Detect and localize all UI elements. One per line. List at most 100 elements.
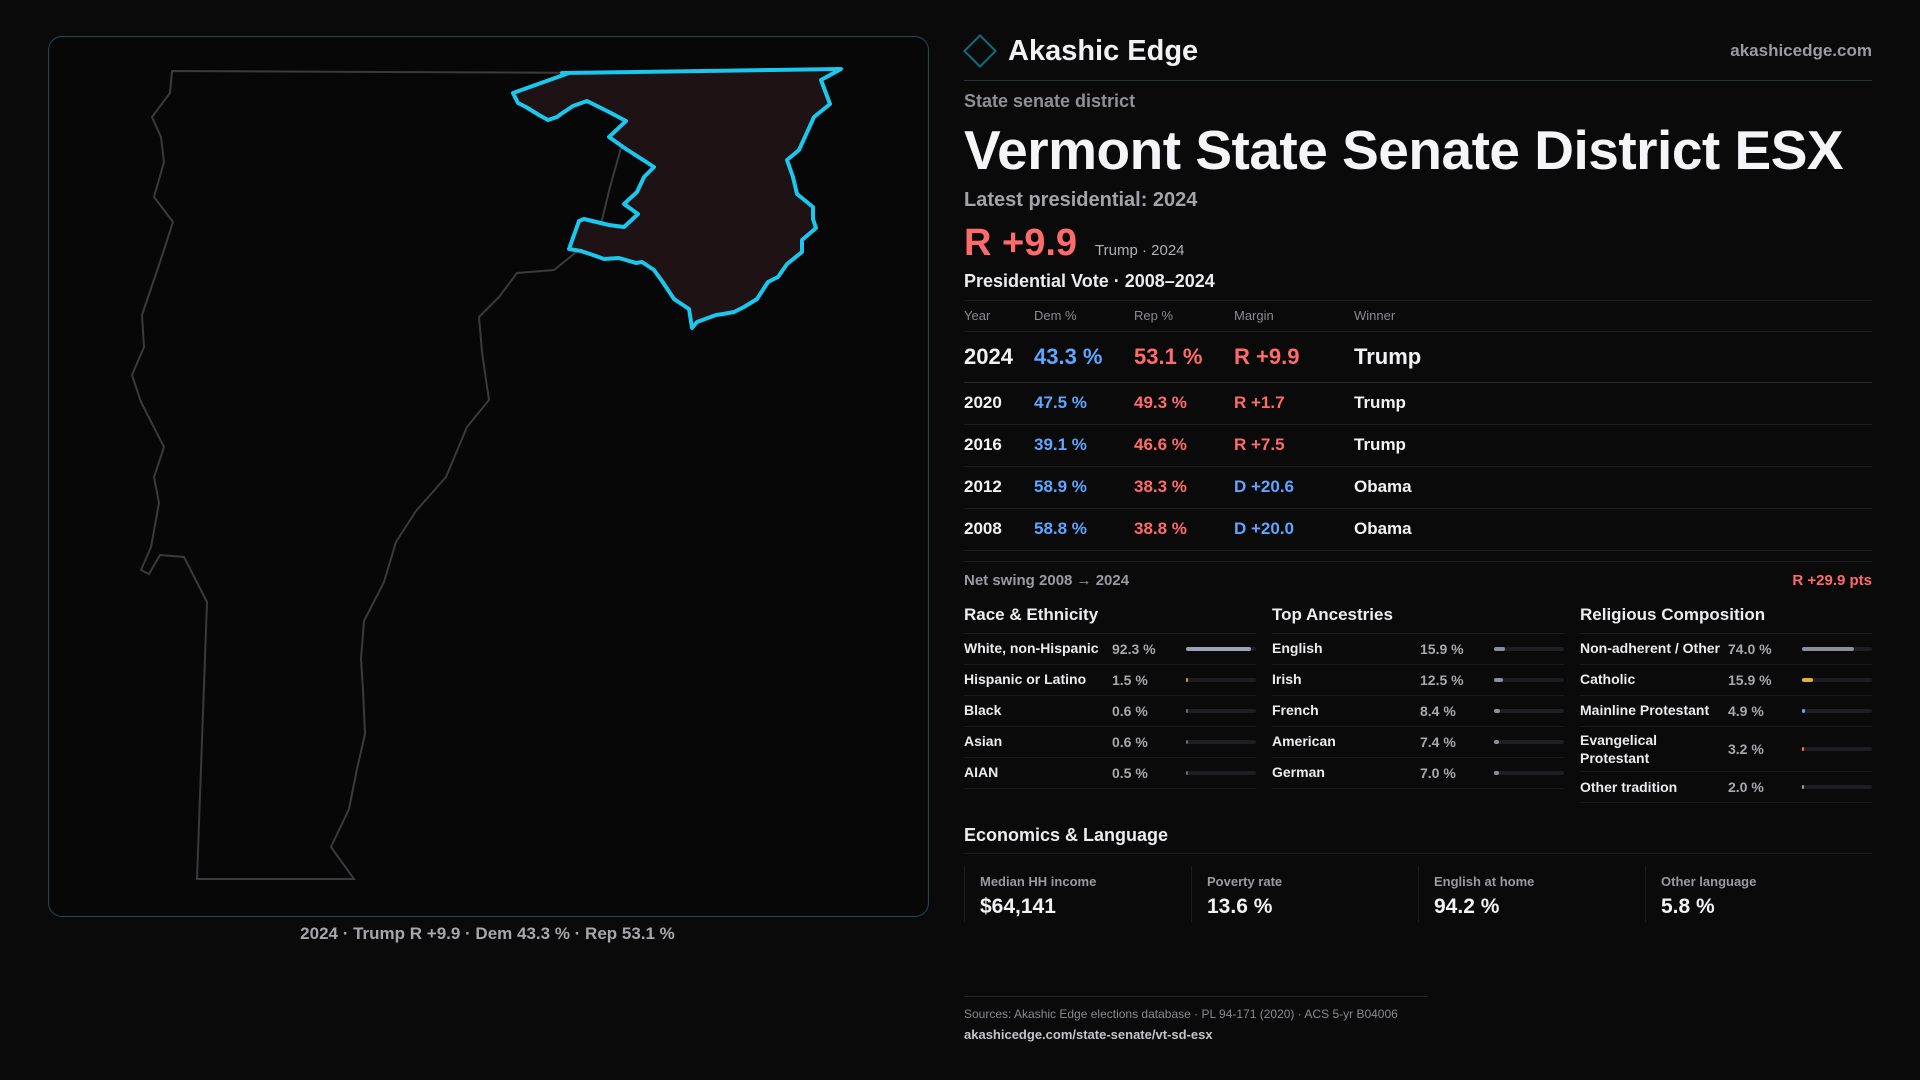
demographic-bar [1494, 646, 1564, 651]
demographic-label: German [1272, 764, 1325, 781]
demographic-row: French 8.4 % [1272, 696, 1564, 727]
race-ethnicity-title: Race & Ethnicity [964, 605, 1256, 634]
demographic-bar-fill [1802, 677, 1813, 682]
demographic-value: 0.5 % [1112, 764, 1148, 781]
demographic-label: Catholic [1580, 671, 1636, 688]
demographic-value: 0.6 % [1112, 733, 1148, 750]
dem-cell: 47.5 % [1034, 382, 1134, 425]
economics-value: $64,141 [980, 894, 1056, 918]
demographic-value: 8.4 % [1420, 702, 1456, 719]
demographic-value: 2.0 % [1728, 778, 1764, 795]
religion-column: Religious Composition Non-adherent / Oth… [1580, 605, 1872, 803]
brand-row: Akashic Edge akashicedge.com [963, 30, 1872, 72]
demographic-value: 74.0 % [1728, 640, 1772, 657]
demographic-bar-fill [1802, 708, 1805, 713]
demographic-label: Irish [1272, 671, 1302, 688]
demographic-row: White, non-Hispanic 92.3 % [964, 634, 1256, 665]
ancestries-title: Top Ancestries [1272, 605, 1564, 634]
year-cell: 2012 [964, 466, 1034, 509]
year-cell: 2020 [964, 382, 1034, 425]
demographic-bar-fill [1186, 677, 1188, 682]
demographic-label: American [1272, 733, 1336, 750]
table-row: 2008 58.8 % 38.8 % D +20.0 Obama [964, 508, 1872, 551]
column-header-winner: Winner [1354, 299, 1872, 332]
demographic-bar-fill [1802, 646, 1854, 651]
table-row: 2020 47.5 % 49.3 % R +1.7 Trump [964, 382, 1872, 425]
brand-url-link[interactable]: akashicedge.com [1730, 41, 1872, 60]
economics-value: 13.6 % [1207, 894, 1273, 918]
margin-cell: R +7.5 [1234, 424, 1354, 467]
demographic-bar-fill [1802, 746, 1804, 751]
demographic-bar-fill [1494, 739, 1499, 744]
dem-cell: 58.8 % [1034, 508, 1134, 551]
demographic-value: 1.5 % [1112, 671, 1148, 688]
demographic-row: English 15.9 % [1272, 634, 1564, 665]
headline-note: Trump · 2024 [1095, 241, 1185, 259]
economics-label: Other language [1661, 873, 1757, 889]
demographic-row: Black 0.6 % [964, 696, 1256, 727]
diamond-icon [963, 34, 997, 68]
table-header-row: Year Dem % Rep % Margin Winner [964, 299, 1872, 332]
demographic-value: 7.4 % [1420, 733, 1456, 750]
demographic-label: Mainline Protestant [1580, 702, 1710, 719]
latest-presidential-label: Latest presidential: 2024 [964, 188, 1198, 211]
rep-cell: 49.3 % [1134, 382, 1234, 425]
demographic-label: White, non-Hispanic [964, 640, 1099, 657]
demographic-value: 7.0 % [1420, 764, 1456, 781]
table-row: 2016 39.1 % 46.6 % R +7.5 Trump [964, 424, 1872, 467]
demographic-bar [1186, 646, 1256, 651]
column-header-margin: Margin [1234, 299, 1354, 332]
brand[interactable]: Akashic Edge [963, 34, 1198, 68]
demographic-row: Other tradition 2.0 % [1580, 772, 1872, 803]
table-row: 2024 43.3 % 53.1 % R +9.9 Trump [964, 331, 1872, 383]
sources-text: Sources: Akashic Edge elections database… [964, 1007, 1398, 1021]
demographic-value: 3.2 % [1728, 740, 1764, 757]
demographic-value: 15.9 % [1420, 640, 1464, 657]
demographic-label: French [1272, 702, 1319, 719]
demographic-bar [1802, 708, 1872, 713]
page-title: Vermont State Senate District ESX [964, 119, 1844, 181]
demographic-row: Asian 0.6 % [964, 727, 1256, 758]
rep-cell: 38.3 % [1134, 466, 1234, 509]
column-header-year: Year [964, 299, 1034, 332]
demographic-value: 4.9 % [1728, 702, 1764, 719]
presidential-table: Year Dem % Rep % Margin Winner 2024 43.3… [964, 299, 1872, 551]
sources-link[interactable]: akashicedge.com/state-senate/vt-sd-esx [964, 1027, 1213, 1042]
demographic-bar-fill [1186, 739, 1188, 744]
demographic-bar-fill [1186, 770, 1188, 775]
district-shape[interactable] [511, 67, 843, 330]
dem-cell: 43.3 % [1034, 331, 1134, 383]
district-map[interactable] [48, 36, 929, 917]
district-panel: Akashic Edge akashicedge.com State senat… [963, 30, 1872, 922]
demographic-label: AIAN [964, 764, 999, 781]
ancestries-column: Top Ancestries English 15.9 % Irish 12.5… [1272, 605, 1564, 803]
demographic-bar [1802, 646, 1872, 651]
demographic-bar-fill [1494, 770, 1499, 775]
demographic-bar-fill [1494, 677, 1503, 682]
winner-cell: Trump [1354, 382, 1872, 425]
demographic-bar [1186, 739, 1256, 744]
demographic-bar [1494, 739, 1564, 744]
margin-cell: D +20.6 [1234, 466, 1354, 509]
demographic-bar [1494, 708, 1564, 713]
margin-cell: R +9.9 [1234, 331, 1354, 383]
demographic-label: Hispanic or Latino [964, 671, 1087, 688]
rep-cell: 53.1 % [1134, 331, 1234, 383]
margin-cell: D +20.0 [1234, 508, 1354, 551]
demographic-row: Evangelical Protestant 3.2 % [1580, 727, 1872, 772]
demographic-label: Non-adherent / Other [1580, 640, 1721, 657]
winner-cell: Obama [1354, 508, 1872, 551]
dem-cell: 39.1 % [1034, 424, 1134, 467]
rep-cell: 46.6 % [1134, 424, 1234, 467]
demographic-value: 0.6 % [1112, 702, 1148, 719]
demographic-bar [1186, 708, 1256, 713]
demographic-value: 15.9 % [1728, 671, 1772, 688]
demographic-row: Mainline Protestant 4.9 % [1580, 696, 1872, 727]
presidential-table-title: Presidential Vote · 2008–2024 [964, 270, 1215, 291]
demographic-bar-fill [1802, 784, 1804, 789]
demographic-row: Catholic 15.9 % [1580, 665, 1872, 696]
table-row: 2012 58.9 % 38.3 % D +20.6 Obama [964, 466, 1872, 509]
demographic-row: Hispanic or Latino 1.5 % [964, 665, 1256, 696]
economics-title: Economics & Language [964, 825, 1872, 854]
headline-margin-row: R +9.9 Trump · 2024 [964, 222, 1872, 265]
